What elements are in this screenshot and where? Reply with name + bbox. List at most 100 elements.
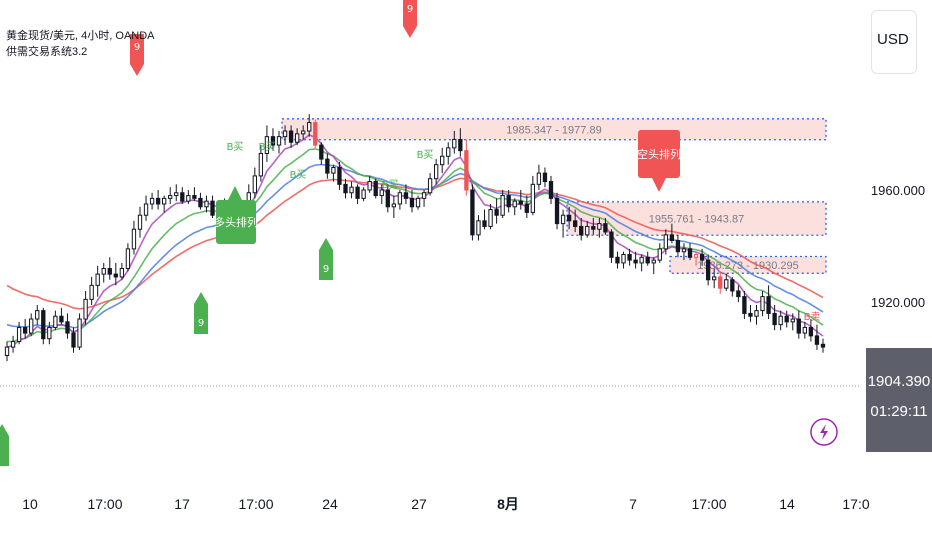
candle bbox=[627, 248, 632, 266]
candle bbox=[754, 305, 759, 325]
candle bbox=[65, 313, 70, 339]
candle bbox=[675, 234, 681, 258]
candle bbox=[512, 198, 517, 216]
candle-body bbox=[627, 253, 632, 261]
candle bbox=[421, 189, 427, 207]
flag-shape bbox=[403, 0, 417, 38]
candle-body bbox=[367, 181, 372, 191]
candle-body bbox=[669, 234, 675, 241]
candle bbox=[294, 128, 300, 146]
lightning-icon[interactable] bbox=[810, 418, 838, 446]
candle-body bbox=[198, 197, 203, 208]
candle-body bbox=[119, 268, 125, 278]
candle-body bbox=[778, 315, 783, 326]
candle bbox=[548, 175, 554, 204]
bull-count-flag: 9 bbox=[194, 292, 208, 334]
candle-body bbox=[705, 259, 711, 281]
bull-count-flag bbox=[0, 424, 9, 466]
candle-body bbox=[258, 152, 264, 177]
candle bbox=[446, 142, 451, 165]
candle bbox=[198, 192, 203, 210]
candle bbox=[736, 285, 741, 303]
flag-label: 9 bbox=[134, 42, 140, 53]
candle bbox=[597, 218, 602, 238]
box-label: 空头排列 bbox=[637, 147, 681, 161]
candle-body bbox=[760, 296, 765, 312]
candle-body bbox=[518, 200, 523, 205]
candle-body bbox=[633, 259, 638, 264]
candle bbox=[258, 145, 264, 182]
candle-body bbox=[645, 256, 650, 264]
box-body bbox=[638, 130, 680, 178]
candle-body bbox=[742, 296, 747, 314]
candle bbox=[4, 341, 10, 362]
candle bbox=[180, 187, 185, 204]
candle bbox=[476, 215, 481, 241]
candle-body bbox=[125, 248, 131, 270]
candle bbox=[77, 313, 82, 350]
candle-body bbox=[288, 130, 294, 143]
candle-body bbox=[524, 203, 529, 213]
candle bbox=[385, 184, 390, 213]
candle bbox=[699, 248, 705, 266]
candle bbox=[645, 251, 650, 266]
candle-body bbox=[802, 326, 808, 334]
candle bbox=[361, 187, 366, 202]
last-price-badge bbox=[866, 348, 932, 452]
candle-body bbox=[790, 318, 795, 323]
candle-body bbox=[337, 167, 342, 185]
candle-body bbox=[433, 164, 439, 180]
candle-body bbox=[409, 197, 415, 208]
candle bbox=[125, 243, 131, 272]
candle-body bbox=[210, 200, 215, 216]
candle bbox=[337, 161, 342, 190]
candle bbox=[820, 338, 826, 353]
zone-range-label: 1985.347 - 1977.89 bbox=[506, 124, 601, 136]
candle bbox=[633, 251, 638, 269]
candle-body bbox=[808, 326, 814, 337]
price-tick-label: 1960.000 bbox=[871, 183, 925, 198]
candle-body bbox=[506, 195, 511, 208]
zone-range-label: 1955.761 - 1943.87 bbox=[649, 214, 744, 226]
candle bbox=[331, 164, 336, 182]
candle bbox=[591, 218, 596, 235]
candle-body bbox=[89, 284, 94, 300]
candle-body bbox=[16, 326, 22, 342]
candle-body bbox=[107, 268, 112, 275]
time-tick-label: 10 bbox=[22, 496, 38, 512]
candle bbox=[718, 271, 723, 294]
time-tick-label: 17:00 bbox=[87, 496, 122, 512]
time-tick-label: 17:00 bbox=[238, 496, 273, 512]
candle bbox=[693, 251, 699, 266]
candle-body bbox=[699, 253, 705, 261]
currency-button[interactable]: USD bbox=[871, 10, 917, 74]
candle bbox=[47, 321, 52, 345]
candle bbox=[89, 276, 94, 306]
candle bbox=[440, 147, 445, 174]
candle bbox=[355, 184, 360, 204]
candle bbox=[579, 218, 584, 241]
candle bbox=[71, 327, 76, 353]
candle-body bbox=[71, 332, 76, 348]
time-tick-label: 8月 bbox=[497, 496, 519, 512]
candle-body bbox=[331, 167, 336, 174]
candle bbox=[373, 178, 378, 199]
candle bbox=[186, 189, 191, 204]
candle-body bbox=[621, 253, 626, 264]
candle-body bbox=[657, 248, 662, 261]
candle bbox=[143, 195, 149, 221]
candle bbox=[264, 125, 270, 162]
candle-body bbox=[373, 181, 378, 197]
candle-body bbox=[385, 189, 390, 208]
ema-fast-line bbox=[6, 133, 824, 348]
candle-body bbox=[137, 214, 143, 230]
candle bbox=[282, 125, 288, 146]
candle bbox=[554, 192, 560, 230]
bear-count-flag: 9 bbox=[403, 0, 417, 38]
candle-body bbox=[95, 273, 100, 286]
candle bbox=[415, 195, 421, 210]
candle bbox=[470, 184, 475, 241]
candle-body bbox=[458, 138, 463, 152]
candle-body bbox=[796, 318, 801, 334]
